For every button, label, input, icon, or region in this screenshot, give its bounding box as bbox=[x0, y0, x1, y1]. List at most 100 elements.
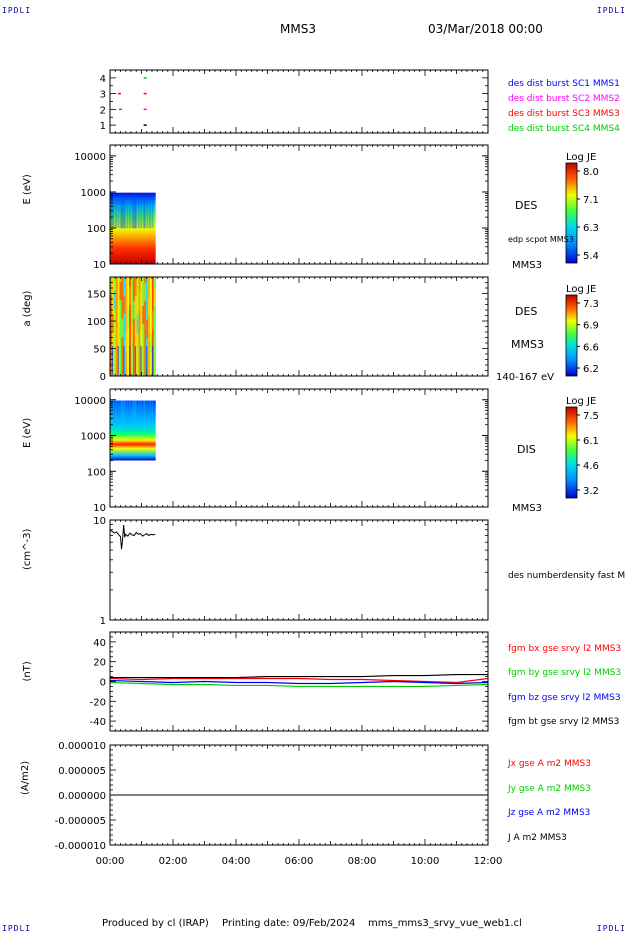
des-mms3-side-label: MMS3 bbox=[512, 260, 542, 271]
panel-6-ylabel: (A/m2) bbox=[20, 761, 31, 795]
panel-2-ytick-label: 150 bbox=[87, 290, 106, 301]
pitch-streak bbox=[140, 346, 142, 376]
dis-side-label: DIS bbox=[517, 443, 536, 456]
spectrogram-1-streak bbox=[135, 192, 138, 229]
pitch-patch bbox=[136, 315, 139, 333]
spacecraft-title: MMS3 bbox=[280, 22, 316, 36]
panel-3-frame bbox=[109, 388, 489, 508]
pitch-patch bbox=[153, 288, 156, 306]
corner-tag-br: IPDLI bbox=[596, 924, 626, 933]
spectrogram-3-streak bbox=[122, 400, 125, 431]
panel-6-ytick-label: 0.000010 bbox=[58, 741, 106, 752]
fgm-line bbox=[109, 679, 489, 685]
pitch-des-side-label: DES bbox=[515, 305, 537, 318]
panel-1-ytick-label: 10 bbox=[93, 260, 106, 271]
dis-mms3-side-label: MMS3 bbox=[512, 503, 542, 514]
fgm-series-label: fgm bt gse srvy l2 MMS3 bbox=[508, 717, 619, 727]
spectrogram-1-streak bbox=[117, 192, 120, 229]
panel-3-ytick-label: 100 bbox=[87, 467, 106, 478]
spectrogram-1-streak bbox=[132, 192, 135, 229]
spectrogram-3-streak bbox=[131, 400, 134, 431]
pitch-patch bbox=[144, 283, 147, 301]
pitch-column bbox=[129, 277, 132, 376]
colorbar-1-title: Log JE bbox=[566, 152, 596, 163]
spectrogram-3-streak bbox=[137, 400, 140, 431]
colorbar-1-tick-label: 8.0 bbox=[583, 167, 599, 178]
pitch-patch bbox=[113, 291, 117, 309]
spectrogram-1-streak bbox=[123, 192, 126, 229]
colorbar-1-tick-label: 5.4 bbox=[583, 251, 599, 262]
panel-2-ytick-label: 100 bbox=[87, 317, 106, 328]
fgm-series-label: fgm by gse srvy l2 MMS3 bbox=[508, 668, 621, 678]
spectrogram-1-streak bbox=[146, 192, 149, 229]
current-series-label: J A m2 MMS3 bbox=[507, 833, 567, 843]
corner-tag-tl: IPDLI bbox=[2, 6, 32, 15]
pitch-patch bbox=[146, 320, 149, 338]
pitch-patch bbox=[110, 277, 113, 295]
spectrogram-1-streak bbox=[112, 192, 115, 229]
spectrogram-3-streak bbox=[115, 400, 118, 431]
x-axis-tick-label: 06:00 bbox=[285, 856, 314, 867]
availability-legend-item: des dist burst SC1 MMS1 bbox=[508, 79, 620, 89]
pitch-streak bbox=[134, 346, 136, 376]
pitch-column bbox=[119, 277, 122, 376]
fgm-series-label: fgm bx gse srvy l2 MMS3 bbox=[508, 644, 621, 654]
pitch-streak bbox=[111, 346, 114, 376]
pitch-streak bbox=[151, 346, 154, 376]
spectrogram-3-streak bbox=[111, 400, 114, 431]
panel-0-frame bbox=[109, 69, 489, 134]
panel-2-ytick-label: 0 bbox=[100, 372, 106, 383]
pitch-patch bbox=[148, 297, 151, 315]
spectrogram-3-fill bbox=[110, 400, 156, 461]
panel-4-frame bbox=[109, 519, 489, 621]
panel-4-ytick-label: 10 bbox=[93, 516, 106, 527]
spectrogram-1-streak bbox=[148, 192, 151, 229]
colorbar-3-tick-label: 4.6 bbox=[583, 461, 599, 472]
panel-2-frame bbox=[109, 276, 489, 377]
pitch-energy-side-label: 140-167 eV bbox=[496, 372, 554, 383]
pitch-streak bbox=[123, 346, 125, 376]
footer-produced: Produced by cl (IRAP) bbox=[102, 918, 209, 929]
panel-3-ytick-label: 10000 bbox=[74, 396, 106, 407]
panel-2-ytick-label: 50 bbox=[93, 345, 106, 356]
spectrogram-3-streak bbox=[112, 400, 115, 431]
x-axis-tick-label: 00:00 bbox=[96, 856, 125, 867]
spectrogram-1-streak bbox=[140, 192, 143, 229]
pitch-patch bbox=[151, 311, 155, 329]
panel-2-ylabel: a (deg) bbox=[22, 290, 33, 326]
spectrogram-1-streak bbox=[126, 192, 129, 229]
spectrogram-1-streak bbox=[121, 192, 124, 229]
spectrogram-3-streak bbox=[146, 400, 149, 431]
spectrogram-1-streak bbox=[137, 192, 140, 229]
spectrogram-3-streak bbox=[142, 400, 145, 431]
spectrogram-3-streak bbox=[117, 400, 120, 431]
colorbar-1-tick-label: 7.1 bbox=[583, 195, 599, 206]
colorbar-3-tick-label: 7.5 bbox=[583, 411, 599, 422]
fgm-line bbox=[110, 673, 488, 679]
pitch-column bbox=[123, 277, 126, 376]
spectrogram-3-streak bbox=[121, 400, 124, 431]
colorbar-3-tick-label: 3.2 bbox=[583, 486, 599, 497]
panel-1-ylabel: E (eV) bbox=[22, 174, 33, 204]
panel-1-ytick-label: 100 bbox=[87, 224, 106, 235]
panel-5-ytick-label: -40 bbox=[90, 717, 106, 728]
spectrogram-3-streak bbox=[123, 400, 126, 431]
spectrogram-1-streak bbox=[128, 192, 131, 229]
des-side-label: DES bbox=[515, 199, 537, 212]
colorbar-2-tick-label: 6.6 bbox=[583, 342, 599, 353]
pitch-patch bbox=[138, 292, 141, 310]
spectrogram-1-streak bbox=[131, 192, 134, 229]
pitch-patch bbox=[125, 333, 128, 351]
spectrogram-1-streak bbox=[143, 192, 146, 229]
pitch-column bbox=[153, 277, 156, 376]
spectrogram-3-streak bbox=[140, 400, 143, 431]
footer-printing-date: Printing date: 09/Feb/2024 bbox=[222, 918, 356, 929]
colorbar-2-tick-label: 6.9 bbox=[583, 321, 599, 332]
x-axis-tick-label: 12:00 bbox=[474, 856, 503, 867]
pitch-patch bbox=[115, 328, 118, 346]
pitch-column bbox=[132, 277, 136, 376]
spectrogram-3-streak bbox=[148, 400, 151, 431]
panel-5-ytick-label: 40 bbox=[93, 638, 106, 649]
pitch-patch bbox=[129, 287, 132, 305]
panel-5-ylabel: (nT) bbox=[22, 661, 33, 681]
